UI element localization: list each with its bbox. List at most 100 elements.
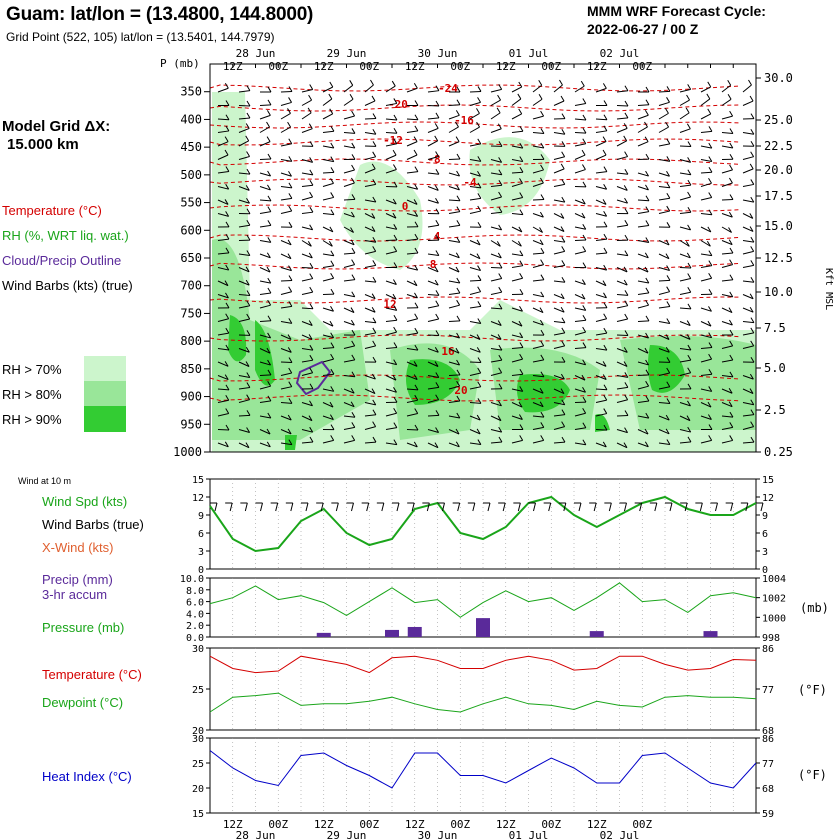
wind-barb-flag bbox=[708, 342, 713, 348]
wind-barb bbox=[364, 240, 376, 243]
legend-cloud: Cloud/Precip Outline bbox=[2, 253, 122, 268]
wind-barb-flag bbox=[435, 219, 440, 226]
wind-barb-flag bbox=[246, 151, 251, 157]
wind-barb bbox=[448, 442, 460, 448]
wind-barb-flag bbox=[750, 246, 755, 252]
wind-barb-flag bbox=[351, 422, 356, 428]
wind-barb bbox=[301, 334, 313, 340]
wind-barb bbox=[511, 213, 523, 216]
wind-barb bbox=[448, 267, 460, 273]
wind-barb-flag bbox=[309, 436, 314, 443]
wind-barb bbox=[343, 98, 354, 106]
wind-barb-flag bbox=[560, 163, 565, 170]
wind-barb-flag bbox=[267, 184, 271, 191]
wind-barb bbox=[490, 372, 502, 376]
wind-barb-flag bbox=[393, 422, 398, 428]
wind-barb bbox=[385, 143, 397, 147]
wind-barb-flag bbox=[519, 435, 524, 441]
wind-barb bbox=[280, 210, 292, 214]
wind-barb-flag bbox=[267, 86, 272, 93]
wind-barb bbox=[469, 429, 481, 435]
wind-barb-flag bbox=[266, 121, 270, 128]
wind-barb bbox=[469, 101, 481, 106]
wind-barb-flag bbox=[729, 164, 733, 171]
wind-barb-flag bbox=[309, 367, 314, 374]
wind-barb bbox=[637, 348, 649, 354]
wind-barb bbox=[490, 128, 502, 133]
wind-barb bbox=[259, 172, 271, 177]
wind-barb bbox=[448, 104, 461, 106]
surface-wind-barb-flag bbox=[442, 502, 445, 512]
wind-barb-flag bbox=[351, 274, 356, 280]
wind-barb bbox=[301, 307, 314, 310]
wind-barb bbox=[385, 375, 397, 381]
wind-barb bbox=[427, 280, 439, 286]
wind-barb bbox=[637, 280, 649, 284]
wind-barb-flag bbox=[624, 382, 629, 388]
wind-barb-flag bbox=[370, 79, 374, 86]
wind-barb-flag bbox=[288, 265, 292, 271]
wind-barb-flag bbox=[455, 110, 460, 116]
wind-barb bbox=[322, 415, 334, 421]
wind-barb bbox=[511, 130, 523, 133]
wind-barb bbox=[238, 414, 251, 417]
wind-barb-flag bbox=[351, 340, 356, 347]
wind-barb bbox=[574, 307, 586, 311]
wind-barb bbox=[364, 388, 376, 395]
wind-barb-flag bbox=[582, 98, 587, 104]
wind-barb bbox=[322, 347, 335, 349]
bottom-hour-label: 00Z bbox=[541, 818, 561, 831]
wind-barb bbox=[427, 224, 439, 228]
wind-barb bbox=[658, 321, 670, 325]
wind-barb-flag bbox=[225, 424, 230, 431]
wind-barb-flag bbox=[309, 400, 313, 407]
wind-barb-flag bbox=[287, 239, 292, 246]
wind-barb bbox=[679, 128, 691, 133]
wind-barb-flag bbox=[540, 422, 545, 428]
wind-barb-flag bbox=[539, 227, 543, 233]
wind-barb bbox=[553, 307, 565, 313]
wind-barb-flag bbox=[750, 327, 755, 334]
wind-barb-flag bbox=[539, 239, 544, 245]
wind-barb-flag bbox=[225, 100, 230, 106]
wind-axis-left-tick-label: 6 bbox=[198, 529, 204, 540]
wind-barb-flag bbox=[456, 170, 460, 177]
wind-barb bbox=[259, 199, 272, 202]
wind-barb-flag bbox=[728, 227, 732, 233]
wind-barb bbox=[448, 253, 460, 259]
wind-barb-flag bbox=[456, 412, 461, 419]
wind-barb bbox=[595, 361, 607, 367]
wind-barb-flag bbox=[393, 181, 398, 188]
temp-axis-tick-label: 30 bbox=[192, 644, 204, 655]
wind-barb bbox=[259, 114, 271, 120]
wind-barb-flag bbox=[644, 121, 648, 128]
wind-barb-flag bbox=[519, 306, 523, 312]
wind-barb-flag bbox=[644, 136, 649, 142]
wind-barb bbox=[637, 429, 649, 435]
wind-barb bbox=[322, 159, 334, 163]
wind-barb bbox=[574, 412, 586, 417]
wind-barb-flag bbox=[392, 149, 397, 156]
wind-barb bbox=[532, 402, 544, 408]
wind-barb-flag bbox=[330, 342, 335, 348]
surface-wind-barb-flag bbox=[290, 502, 294, 512]
wind-barb bbox=[469, 112, 480, 120]
wind-barb-flag bbox=[288, 182, 293, 189]
surface-wind-barb-flag bbox=[457, 502, 461, 512]
wind-barb-flag bbox=[309, 157, 314, 163]
wind-barb bbox=[469, 90, 482, 93]
wind-barb bbox=[616, 253, 628, 257]
wind-barb-flag bbox=[456, 359, 461, 366]
wind-barb-flag bbox=[750, 179, 755, 185]
wind-barb bbox=[301, 211, 313, 214]
wind-barb-flag bbox=[519, 142, 524, 149]
wind-barb-flag bbox=[498, 179, 503, 186]
wind-barb bbox=[322, 145, 334, 149]
height-tick-label: 22.5 bbox=[764, 139, 793, 153]
wind-barb-flag bbox=[476, 239, 481, 246]
wind-barb-flag bbox=[540, 110, 545, 117]
wind-barb bbox=[469, 159, 481, 162]
wind-barb-flag bbox=[287, 108, 291, 114]
wind-barb bbox=[721, 439, 733, 444]
wind-barb bbox=[322, 439, 334, 444]
